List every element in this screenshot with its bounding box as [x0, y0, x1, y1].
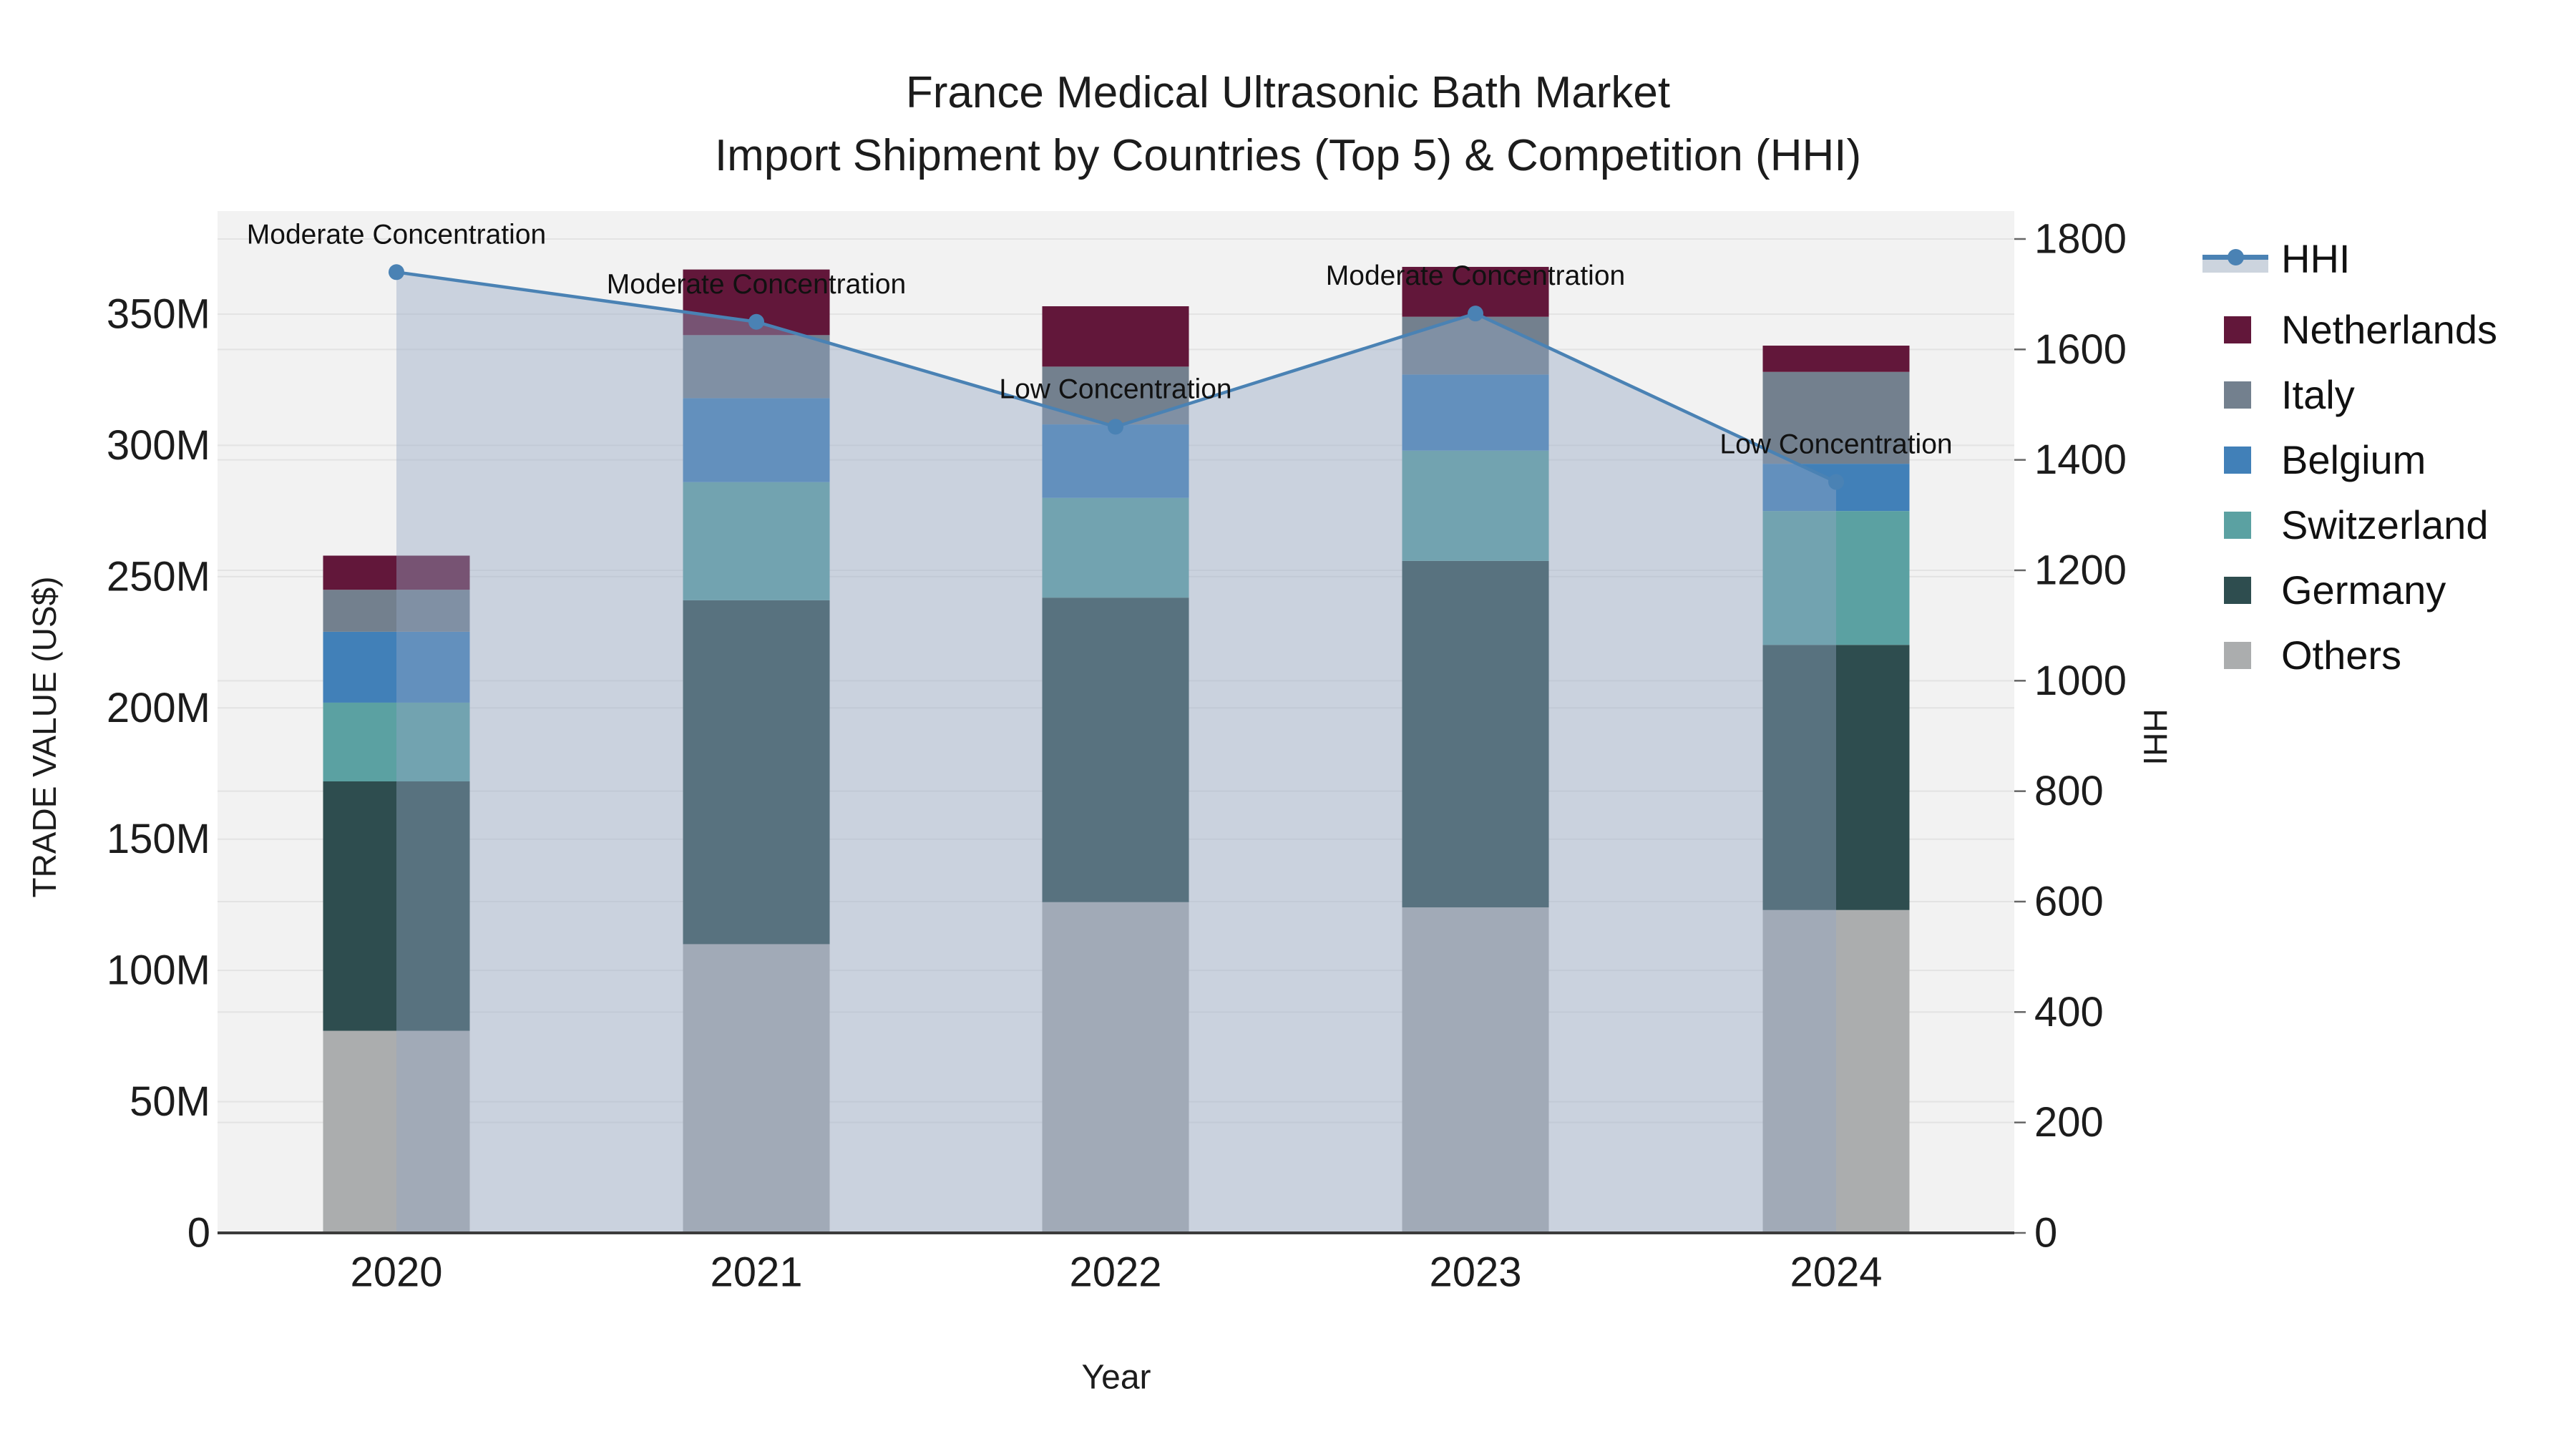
chart-subtitle: Import Shipment by Countries (Top 5) & C…	[714, 131, 1862, 180]
hhi-area-fill	[396, 272, 1836, 1233]
bar-segment-2024-switzerland	[1762, 511, 1910, 645]
bar-segment-2023-belgium	[1402, 374, 1549, 451]
bar-segment-2020-germany	[323, 781, 470, 1031]
bar-segment-2023-others	[1402, 907, 1549, 1233]
y-right-tick-label-0: 0	[2034, 1210, 2057, 1257]
bar-segment-2022-switzerland	[1042, 497, 1189, 598]
hhi-marker-2020	[389, 264, 404, 280]
legend-item-label: HHI	[2281, 236, 2351, 281]
legend-item-label: Others	[2281, 633, 2402, 678]
bar-segment-2024-others	[1762, 909, 1910, 1233]
bar-segment-2021-italy	[683, 335, 830, 399]
bar-segment-2022-italy	[1042, 366, 1189, 425]
y-left-tick-label-200M: 200M	[107, 685, 210, 731]
y-left-tick-label-350M: 350M	[107, 291, 210, 338]
legend-swatch-icon	[2224, 316, 2251, 343]
y-right-tick-label-1200: 1200	[2034, 547, 2127, 594]
bar-segment-2020-netherlands	[323, 555, 470, 590]
hhi-dot-icon	[2228, 248, 2244, 265]
y-right-tick-label-1000: 1000	[2034, 658, 2127, 704]
legend-swatch-icon	[2224, 641, 2251, 669]
legend-item-label: Germany	[2281, 567, 2446, 613]
y-right-tick-label-1400: 1400	[2034, 436, 2127, 483]
hhi-marker-2024	[1828, 474, 1844, 490]
annotation-2022: Low Concentration	[999, 374, 1231, 404]
bar-segment-2022-netherlands	[1042, 306, 1189, 367]
bar-segment-2023-switzerland	[1402, 450, 1549, 561]
bar-segment-2024-italy	[1762, 371, 1910, 464]
bar-segment-2023-italy	[1402, 316, 1549, 375]
bar-segment-2020-italy	[323, 590, 470, 632]
annotation-2023: Moderate Concentration	[1326, 260, 1625, 291]
x-axis-title: Year	[1081, 1358, 1151, 1397]
bar-segment-2022-others	[1042, 902, 1189, 1233]
legend-item-label: Belgium	[2281, 437, 2426, 482]
hhi-line-swatch-icon	[2202, 241, 2268, 277]
x-tick-label-2021: 2021	[710, 1249, 802, 1296]
y-right-tick-label-1800: 1800	[2034, 216, 2127, 263]
bar-segment-2020-others	[323, 1030, 470, 1233]
legend-item-italy[interactable]: Italy	[2202, 362, 2497, 427]
bar-segment-2021-others	[683, 944, 830, 1233]
legend-swatch-icon	[2224, 381, 2251, 409]
legend-swatch-icon	[2224, 576, 2251, 604]
legend-item-hhi[interactable]: HHI	[2202, 226, 2497, 291]
legend-item-netherlands[interactable]: Netherlands	[2202, 297, 2497, 362]
x-tick-label-2023: 2023	[1429, 1249, 1521, 1296]
legend-item-germany[interactable]: Germany	[2202, 557, 2497, 623]
bar-segment-2024-germany	[1762, 645, 1910, 910]
legend-item-label: Switzerland	[2281, 502, 2489, 547]
annotation-2020: Moderate Concentration	[247, 219, 546, 250]
x-tick-label-2022: 2022	[1069, 1249, 1161, 1296]
legend-item-label: Italy	[2281, 372, 2355, 417]
chart-title: France Medical Ultrasonic Bath Market	[905, 68, 1671, 117]
bar-segment-2021-germany	[683, 600, 830, 945]
x-tick-label-2020: 2020	[350, 1249, 442, 1296]
y-left-tick-label-50M: 50M	[130, 1078, 210, 1125]
annotation-2021: Moderate Concentration	[607, 269, 906, 300]
legend-item-others[interactable]: Others	[2202, 623, 2497, 688]
legend-item-belgium[interactable]: Belgium	[2202, 427, 2497, 492]
y-right-tick-label-1600: 1600	[2034, 326, 2127, 373]
y-left-tick-label-250M: 250M	[107, 553, 210, 600]
legend-item-label: Netherlands	[2281, 307, 2497, 352]
y-right-tick-label-800: 800	[2034, 768, 2104, 814]
bar-segment-2021-belgium	[683, 398, 830, 482]
legend-item-switzerland[interactable]: Switzerland	[2202, 492, 2497, 557]
y-left-tick-label-150M: 150M	[107, 816, 210, 862]
legend: HHI Netherlands Italy Belgium Switzerland Ger…	[2202, 226, 2497, 688]
bar-segment-2021-switzerland	[683, 482, 830, 600]
bar-segment-2020-switzerland	[323, 702, 470, 782]
bar-segment-2022-germany	[1042, 597, 1189, 902]
y-left-tick-label-300M: 300M	[107, 422, 210, 469]
y-right-tick-label-600: 600	[2034, 879, 2104, 925]
y-left-tick-label-0: 0	[187, 1210, 210, 1257]
hhi-marker-2022	[1108, 419, 1123, 435]
x-tick-label-2024: 2024	[1790, 1249, 1882, 1296]
annotation-2024: Low Concentration	[1719, 429, 1952, 460]
bar-segment-2023-germany	[1402, 560, 1549, 908]
bar-segment-2020-belgium	[323, 631, 470, 703]
y-right-tick-label-400: 400	[2034, 989, 2104, 1035]
bar-segment-2022-belgium	[1042, 424, 1189, 498]
legend-swatch-icon	[2224, 511, 2251, 539]
y-left-tick-label-100M: 100M	[107, 947, 210, 994]
hhi-marker-2023	[1468, 306, 1483, 322]
bar-segment-2024-netherlands	[1762, 346, 1910, 372]
y-right-tick-label-200: 200	[2034, 1099, 2104, 1146]
chart-title-block: France Medical Ultrasonic Bath Market Im…	[0, 62, 2576, 187]
hhi-marker-2021	[748, 313, 764, 330]
legend-swatch-icon	[2224, 446, 2251, 474]
